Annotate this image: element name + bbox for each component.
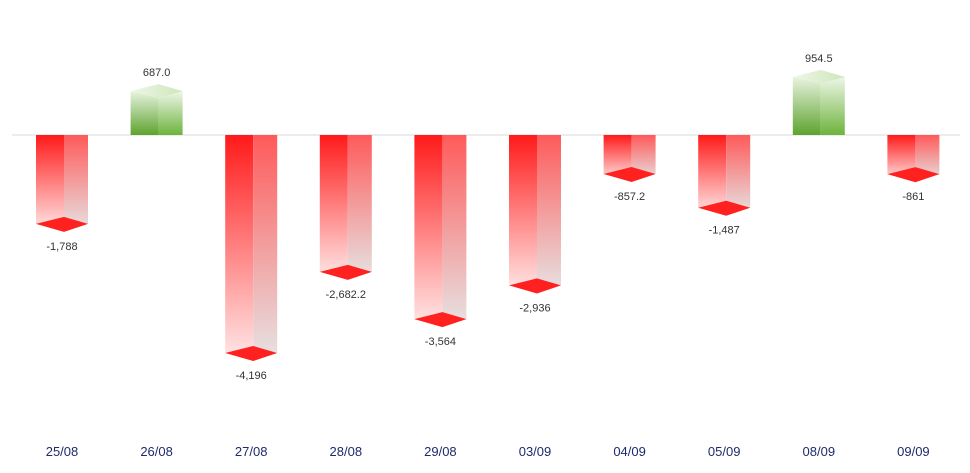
bar-04-09 (603, 135, 656, 183)
bar-front-face (130, 91, 159, 135)
data-label: -857.2 (614, 191, 645, 203)
bar-09-09 (887, 135, 940, 183)
data-label: -4,196 (236, 370, 267, 382)
data-label: 954.5 (805, 53, 833, 65)
bar-26-08 (130, 84, 183, 135)
bar-front-face (36, 135, 64, 231)
bar-28-08 (319, 135, 372, 280)
data-labels-layer: -1,788 687.0 -4,196 -2,682.2 -3,564 -2,936 -85… (46, 53, 924, 382)
bar-front-face (509, 135, 537, 293)
x-tick-label: 25/08 (46, 444, 79, 459)
bar-end-cap (225, 346, 278, 362)
x-tick-label: 08/09 (803, 444, 836, 459)
bar-front-face (698, 135, 727, 215)
bar-side-face (347, 135, 372, 279)
bar-end-cap (36, 216, 88, 232)
bar-05-09 (698, 135, 751, 216)
bar-end-cap (130, 84, 183, 99)
bar-end-cap (887, 167, 940, 183)
x-tick-label: 03/09 (519, 444, 552, 459)
bars-layer (36, 69, 940, 362)
bar-front-face (319, 135, 348, 279)
bar-end-cap (792, 69, 845, 84)
bar-end-cap (509, 278, 561, 294)
bar-side-face (820, 76, 845, 135)
bar-end-cap (414, 312, 467, 328)
bar-end-cap (603, 166, 656, 183)
bar-end-cap (698, 200, 751, 216)
data-label: -1,487 (709, 225, 740, 237)
x-tick-label: 27/08 (235, 444, 268, 459)
data-label: -1,788 (46, 241, 77, 253)
data-label: -2,682.2 (326, 289, 366, 301)
bar-side-face (442, 135, 467, 327)
bar-front-face (414, 135, 443, 327)
x-tick-label: 28/08 (330, 444, 363, 459)
x-tick-label: 09/09 (897, 444, 930, 459)
bar-end-cap (319, 264, 372, 280)
bar-08-09 (792, 69, 845, 135)
x-axis-ticks: 25/08 26/08 27/08 28/08 29/08 03/09 04/09 05/09… (46, 444, 930, 459)
bar-front-face (792, 76, 821, 135)
bar-front-face (225, 135, 254, 360)
bar-29-08 (414, 135, 467, 328)
data-label: -861 (902, 191, 924, 203)
x-tick-label: 29/08 (424, 444, 457, 459)
bar-side-face (64, 135, 88, 231)
data-label: 687.0 (143, 67, 171, 79)
bar-side-face (253, 135, 278, 360)
bar-25-08 (36, 135, 88, 232)
x-tick-label: 04/09 (613, 444, 646, 459)
bar-side-face (726, 135, 751, 215)
bar-side-face (537, 135, 561, 293)
x-tick-label: 26/08 (140, 444, 173, 459)
bar-27-08 (225, 135, 278, 362)
bar-03-09 (509, 135, 561, 294)
data-label: -2,936 (519, 302, 550, 314)
bar-side-face (158, 91, 183, 135)
x-tick-label: 05/09 (708, 444, 741, 459)
data-label: -3,564 (425, 336, 456, 348)
